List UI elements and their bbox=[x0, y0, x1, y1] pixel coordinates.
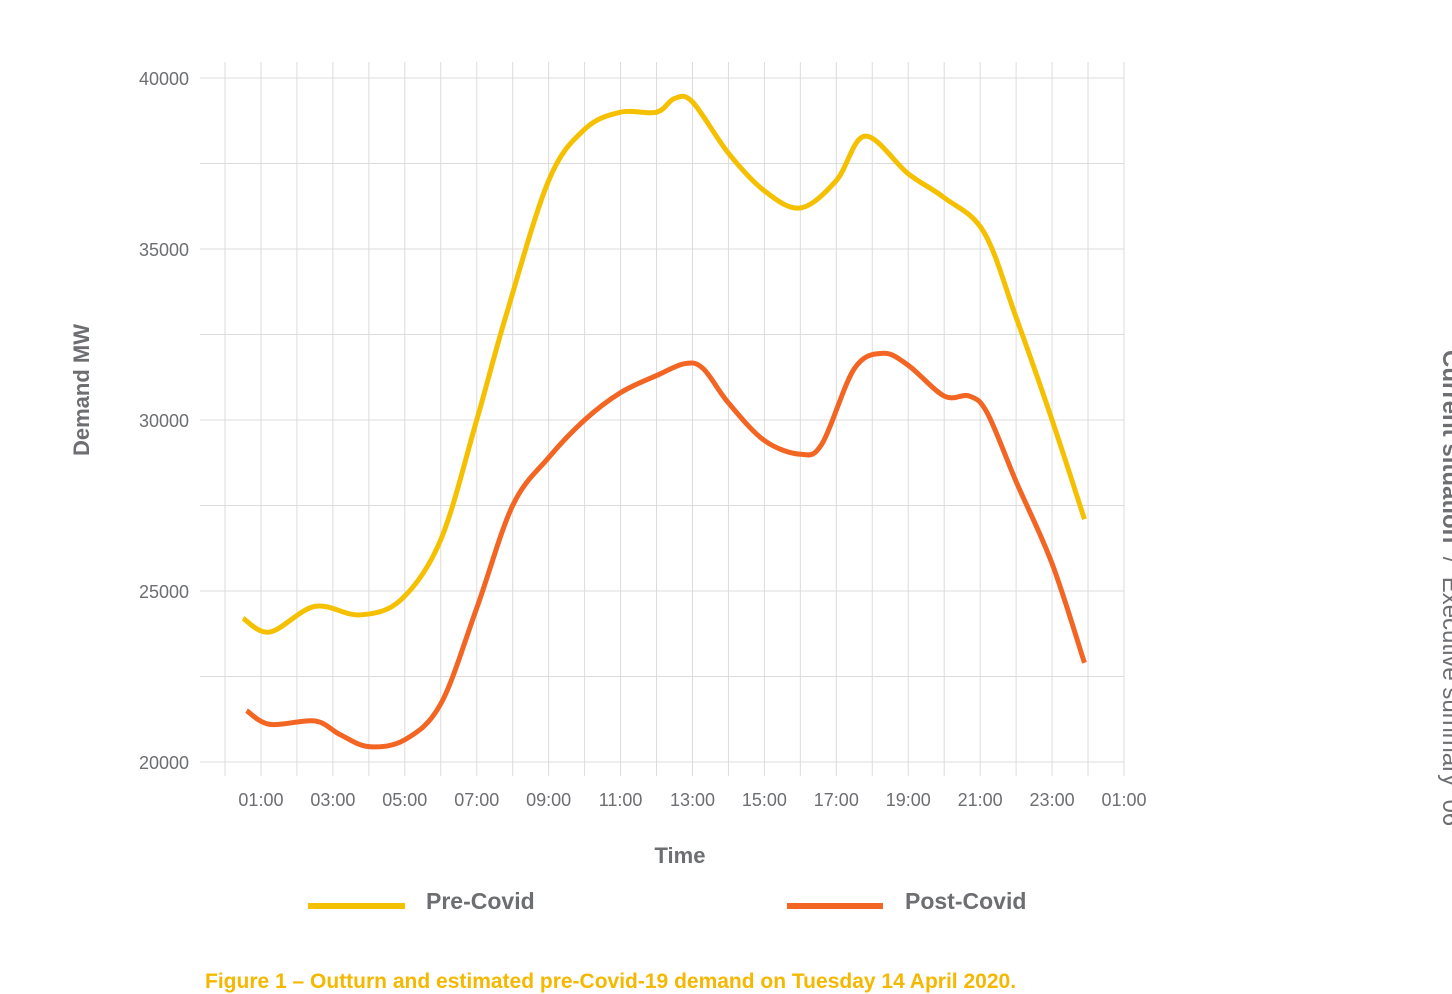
legend: Pre-Covid Post-Covid bbox=[308, 888, 1026, 914]
x-tick-label: 01:00 bbox=[238, 790, 283, 810]
x-tick-label: 07:00 bbox=[454, 790, 499, 810]
series-line-post-covid bbox=[245, 350, 1087, 750]
y-tick-label: 40000 bbox=[139, 69, 189, 89]
y-axis-ticks: 20000 25000 30000 35000 40000 bbox=[139, 69, 189, 773]
x-tick-label: 03:00 bbox=[310, 790, 355, 810]
y-tick-label: 30000 bbox=[139, 411, 189, 431]
x-tick-label: 21:00 bbox=[958, 790, 1003, 810]
grid bbox=[200, 62, 1125, 776]
separator: / bbox=[1437, 557, 1452, 564]
legend-label-pre-covid: Pre-Covid bbox=[426, 888, 535, 914]
x-tick-label: 17:00 bbox=[814, 790, 859, 810]
x-tick-label: 05:00 bbox=[382, 790, 427, 810]
x-tick-label: 19:00 bbox=[886, 790, 931, 810]
x-tick-label: 23:00 bbox=[1030, 790, 1075, 810]
series-lines bbox=[241, 93, 1087, 750]
x-tick-label: 11:00 bbox=[599, 790, 643, 810]
x-tick-label: 01:00 bbox=[1101, 790, 1146, 810]
x-axis-ticks: 01:00 03:00 05:00 07:00 09:00 11:00 13:00 15:00… bbox=[238, 790, 1146, 810]
series-line-pre-covid bbox=[241, 93, 1087, 635]
x-tick-label: 13:00 bbox=[670, 790, 715, 810]
y-tick-label: 20000 bbox=[139, 753, 189, 773]
figure-caption: Figure 1 – Outturn and estimated pre-Cov… bbox=[205, 970, 1017, 993]
page-number: 06 bbox=[1437, 799, 1452, 827]
y-axis-label: Demand MW bbox=[69, 324, 94, 456]
side-header: Current situation / Executive summary 06 bbox=[1436, 350, 1452, 826]
section-title: Current situation bbox=[1437, 350, 1452, 544]
x-tick-label: 09:00 bbox=[526, 790, 571, 810]
x-tick-label: 15:00 bbox=[742, 790, 787, 810]
y-tick-label: 35000 bbox=[139, 240, 189, 260]
x-axis-label: Time bbox=[655, 843, 706, 868]
legend-label-post-covid: Post-Covid bbox=[905, 888, 1026, 914]
y-tick-label: 25000 bbox=[139, 582, 189, 602]
subsection-title: Executive summary bbox=[1437, 576, 1452, 787]
